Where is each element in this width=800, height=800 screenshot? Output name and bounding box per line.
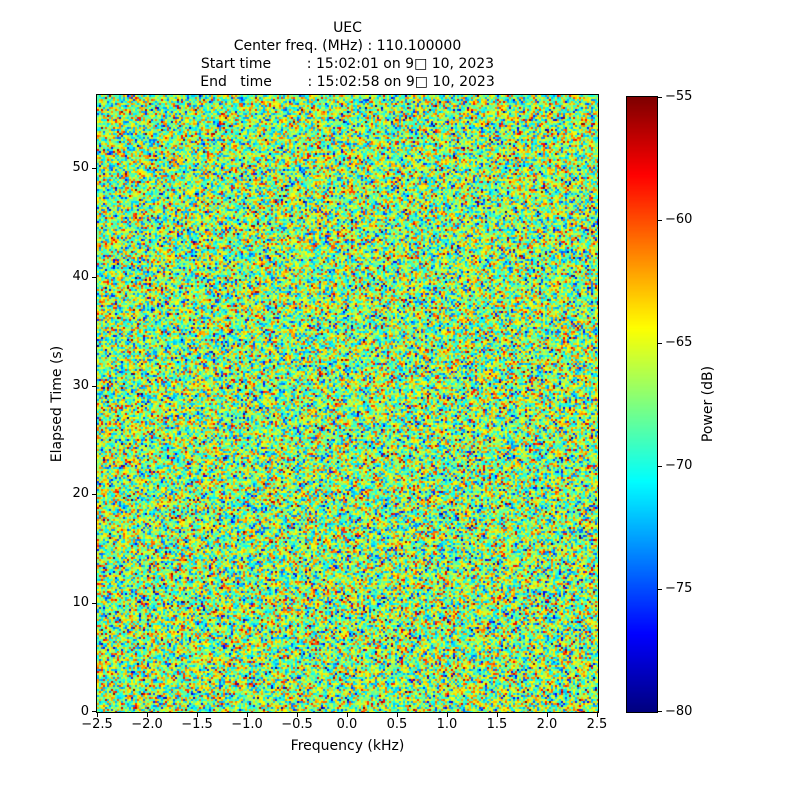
colorbar-tick-mark [658, 711, 662, 712]
y-tick-label: 0 [80, 704, 89, 719]
x-tick-mark [97, 713, 98, 717]
y-tick-label: 20 [72, 486, 89, 501]
x-tick-mark [497, 713, 498, 717]
x-tick-label: −2.5 [81, 717, 113, 732]
y-tick-mark [92, 494, 96, 495]
x-tick-label: 2.0 [536, 717, 558, 732]
x-axis-label: Frequency (kHz) [290, 738, 405, 754]
subtitle-start-time: Start time : 15:02:01 on 9□ 10, 2023 [200, 56, 495, 72]
colorbar-tick-label: −60 [665, 212, 693, 227]
plot-title: UEC [333, 20, 362, 36]
colorbar-tick-mark [658, 466, 662, 467]
y-tick-label: 40 [72, 269, 89, 284]
x-tick-mark [547, 713, 548, 717]
y-axis-label: Elapsed Time (s) [49, 345, 65, 463]
subtitle-end-time: End time : 15:02:58 on 9□ 10, 2023 [200, 74, 495, 90]
colorbar-tick-mark [658, 220, 662, 221]
x-tick-mark [297, 713, 298, 717]
x-tick-mark [597, 713, 598, 717]
colorbar-tick-mark [658, 97, 662, 98]
y-tick-mark [92, 603, 96, 604]
x-tick-label: −0.5 [281, 717, 313, 732]
x-tick-mark [347, 713, 348, 717]
x-tick-label: 0.0 [336, 717, 358, 732]
x-tick-label: −2.0 [131, 717, 163, 732]
colorbar-canvas [627, 97, 657, 712]
x-tick-label: 1.0 [436, 717, 458, 732]
y-tick-label: 10 [72, 595, 89, 610]
colorbar-tick-mark [658, 589, 662, 590]
x-tick-label: 1.5 [486, 717, 508, 732]
y-tick-label: 30 [72, 378, 89, 393]
title-block: UEC Center freq. (MHz) : 110.100000 Star… [97, 19, 598, 91]
colorbar-tick-mark [658, 343, 662, 344]
x-tick-label: 2.5 [586, 717, 608, 732]
y-tick-mark [92, 711, 96, 712]
colorbar [626, 96, 658, 713]
x-tick-mark [447, 713, 448, 717]
subtitle-center-freq: Center freq. (MHz) : 110.100000 [233, 38, 462, 54]
x-tick-mark [197, 713, 198, 717]
x-tick-mark [247, 713, 248, 717]
x-tick-label: −1.0 [231, 717, 263, 732]
colorbar-tick-label: −65 [665, 335, 693, 350]
y-tick-label: 50 [72, 160, 89, 175]
colorbar-tick-label: −80 [665, 704, 693, 719]
y-tick-mark [92, 277, 96, 278]
spectrogram-canvas [97, 95, 598, 712]
colorbar-label: Power (dB) [700, 365, 716, 443]
x-tick-label: 0.5 [386, 717, 408, 732]
colorbar-tick-label: −75 [665, 581, 693, 596]
y-tick-mark [92, 168, 96, 169]
colorbar-tick-label: −55 [665, 89, 693, 104]
x-tick-label: −1.5 [181, 717, 213, 732]
plot-area [96, 94, 599, 713]
x-tick-mark [397, 713, 398, 717]
colorbar-tick-label: −70 [665, 458, 693, 473]
y-tick-mark [92, 386, 96, 387]
x-tick-mark [147, 713, 148, 717]
